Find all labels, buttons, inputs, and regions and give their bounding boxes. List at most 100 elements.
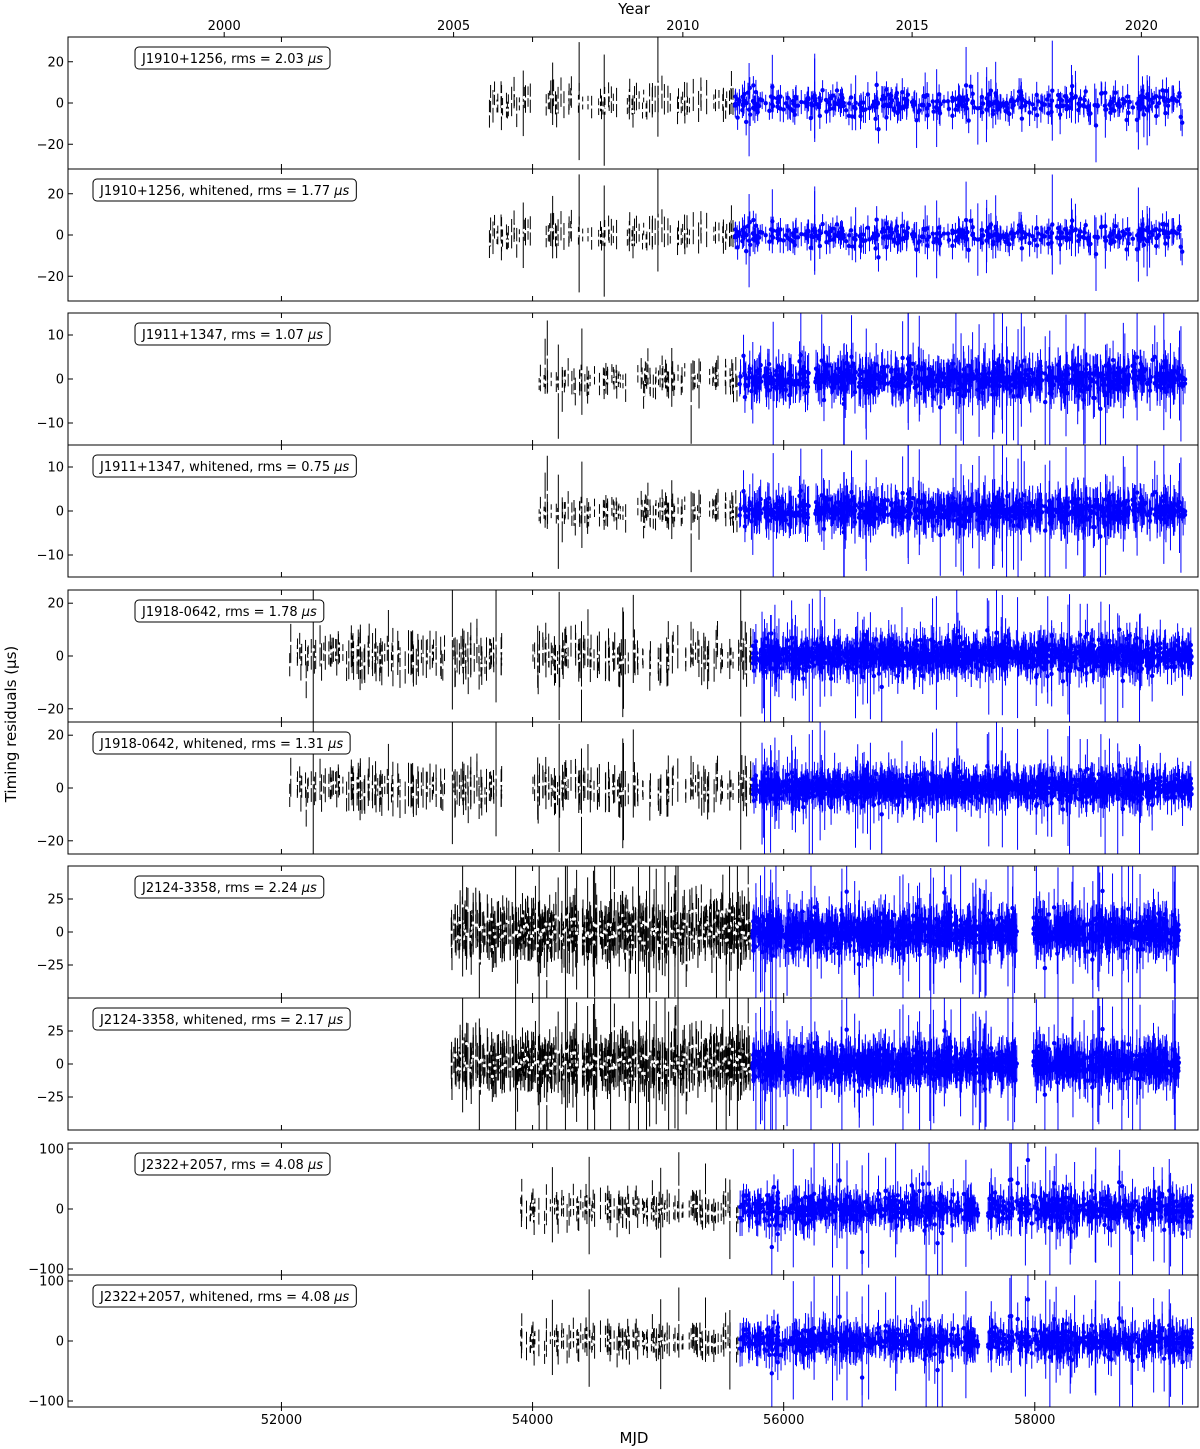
residual-point [496,233,500,237]
residual-point [1095,234,1100,240]
residual-point [691,93,695,97]
residual-point [528,229,532,233]
residual-point [491,104,495,108]
residual-point [588,378,592,383]
residual-point [981,364,986,370]
residual-point [1130,105,1136,110]
residual-point [1112,370,1117,375]
residual-point [963,83,969,88]
residual-point [941,99,947,104]
residual-point [747,366,752,371]
residual-point [830,376,835,381]
residual-point [1046,111,1051,116]
residual-point [1086,107,1091,113]
residual-point [806,229,811,234]
residual-point [1139,229,1144,234]
residual-point [1038,386,1043,391]
y-tick-label: 20 [47,187,64,202]
residual-point [839,103,844,109]
residual-point [1054,235,1060,240]
residual-point [963,217,969,223]
residual-point [1083,222,1088,228]
residual-point [757,380,762,386]
residual-point [641,522,646,527]
residual-point [822,375,828,380]
residual-point [1048,103,1053,108]
residual-point [492,225,497,229]
residual-point [625,236,629,240]
residual-point [935,106,940,111]
residual-point [993,91,998,96]
residual-point [781,238,786,243]
residual-point [711,506,715,510]
residual-point [637,98,641,102]
residual-point [893,376,898,382]
residual-point [721,100,725,105]
residual-point [1060,235,1066,240]
residual-point [592,373,597,377]
residual-point [1073,227,1078,233]
residual-point [783,233,789,238]
residual-point [966,247,971,253]
residual-point [819,376,824,381]
residual-point [679,383,683,387]
residual-point [500,105,505,109]
residual-point [1163,241,1168,246]
residual-point [741,353,746,358]
residual-point [597,513,602,517]
residual-point [747,85,752,91]
residual-point [647,96,652,100]
residual-point [628,91,632,96]
residual-point [827,102,832,108]
residual-point [747,220,752,225]
residual-point [543,512,548,516]
residual-point [813,230,818,236]
residual-point [1133,372,1138,378]
residual-point [882,234,888,239]
residual-point [685,102,690,106]
residual-point [647,229,652,233]
residual-point [1175,370,1181,376]
residual-point [825,372,831,377]
residual-point [554,512,558,516]
residual-point [1093,251,1099,257]
residual-point [1136,374,1142,379]
residual-point [573,520,577,524]
residual-point [570,381,574,385]
residual-point [946,237,952,243]
residual-point [900,355,905,361]
residual-point [1067,105,1072,111]
residual-point [1157,382,1163,388]
residual-point [1023,382,1029,388]
residual-point [1154,104,1159,109]
residual-point [950,113,955,118]
residual-point [735,115,740,120]
residual-point [1092,395,1097,401]
residual-point [795,235,801,240]
residual-point [758,229,763,235]
residual-point [708,507,712,511]
residual-point [1154,235,1159,241]
residual-point [603,93,607,98]
residual-point [875,233,881,238]
residual-point [758,97,763,102]
residual-point [900,105,905,111]
residual-point [526,94,530,99]
residual-point [1081,234,1086,240]
residual-point [821,526,827,532]
residual-point [602,385,606,390]
residual-point [1030,371,1035,376]
residual-point [742,394,748,400]
residual-point [1040,234,1046,239]
residual-point [616,510,620,514]
residual-point [846,243,852,249]
residual-point [624,386,628,390]
residual-point [861,107,866,113]
residual-point [610,371,614,376]
residual-point [1112,108,1117,113]
residual-point [921,234,926,240]
residual-point [695,379,700,383]
y-tick-label: 0 [56,97,64,112]
residual-point [505,239,509,243]
